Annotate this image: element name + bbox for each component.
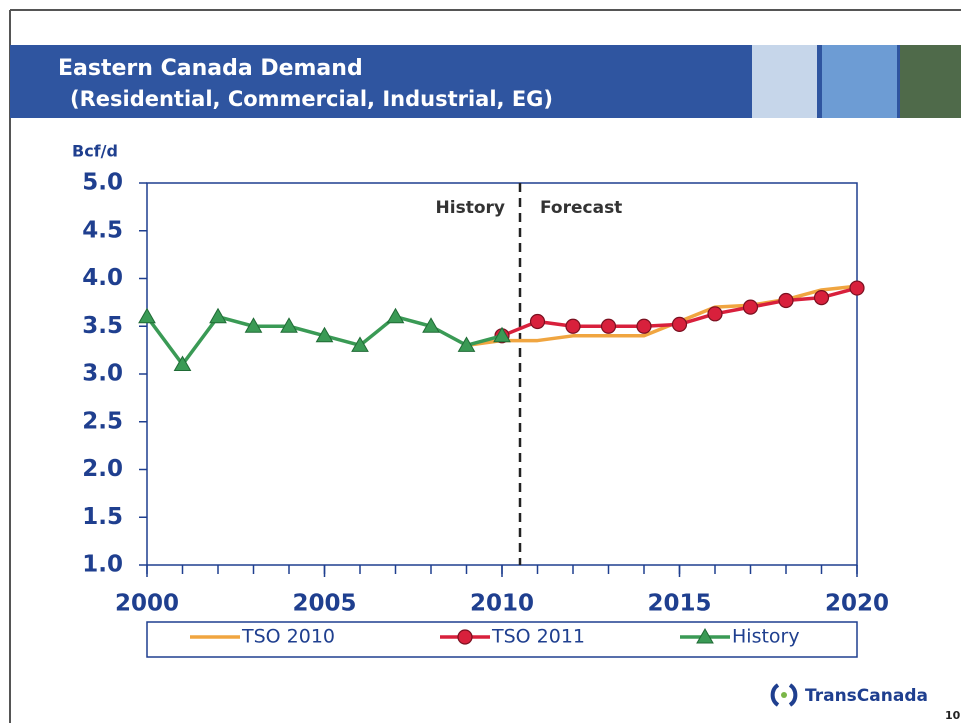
data-point [422, 317, 440, 333]
y-tick-label: 3.0 [82, 361, 123, 387]
data-point [493, 326, 511, 343]
data-point [636, 318, 652, 334]
data-point [280, 317, 298, 333]
transcanada-logo: TransCanada [770, 683, 928, 707]
x-tick-label: 2005 [292, 591, 356, 617]
data-point [529, 313, 546, 330]
header-photo [822, 45, 897, 118]
data-point [742, 299, 759, 315]
data-point [778, 292, 794, 309]
logo-mark [781, 692, 787, 698]
annotation: Forecast [540, 198, 622, 218]
legend-label: History [732, 626, 800, 648]
y-tick-label: 5.0 [82, 170, 123, 196]
logo-mark [770, 683, 780, 707]
data-point [244, 317, 263, 333]
data-point [315, 326, 334, 343]
data-point [351, 336, 369, 352]
y-tick-label: 3.5 [82, 313, 123, 339]
y-tick-label: 4.0 [82, 265, 123, 291]
data-point [813, 290, 830, 306]
y-axis-label: Bcf/d [72, 142, 118, 161]
logo-mark [788, 683, 798, 707]
legend-label: TSO 2010 [241, 626, 335, 648]
data-point [386, 307, 405, 324]
x-tick-label: 2015 [647, 591, 711, 617]
y-tick-label: 4.5 [82, 217, 123, 243]
legend-marker [457, 629, 473, 645]
data-point [600, 318, 617, 334]
data-point [565, 318, 581, 334]
legend [146, 621, 858, 658]
y-tick-label: 1.5 [82, 504, 123, 530]
data-point [173, 355, 192, 371]
data-point [138, 307, 156, 324]
data-point [707, 306, 723, 322]
logo-text: TransCanada [805, 686, 928, 706]
x-tick-label: 2020 [825, 591, 889, 617]
x-tick-label: 2010 [470, 591, 534, 617]
x-tick-label: 2000 [115, 591, 179, 617]
slide-subtitle: (Residential, Commercial, Industrial, EG… [70, 87, 553, 111]
header-photo [900, 45, 961, 118]
header-photo [752, 45, 817, 118]
y-tick-label: 1.0 [82, 552, 123, 578]
y-tick-label: 2.5 [82, 408, 123, 434]
slide-title: Eastern Canada Demand [58, 56, 363, 81]
legend-label: TSO 2011 [491, 626, 585, 648]
y-tick-label: 2.0 [82, 456, 123, 482]
page-number: 10 [945, 709, 961, 722]
data-point [671, 316, 688, 332]
legend-marker [696, 627, 714, 644]
data-point [209, 307, 227, 324]
data-point [849, 280, 865, 296]
data-point [457, 336, 476, 352]
annotation: History [436, 198, 505, 218]
